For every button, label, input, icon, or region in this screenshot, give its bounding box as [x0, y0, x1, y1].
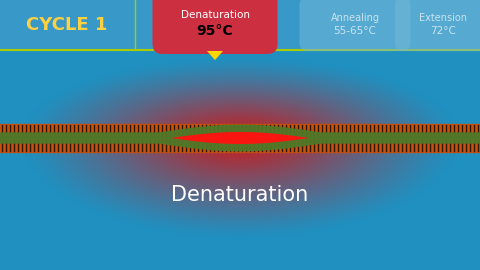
Text: 72°C: 72°C [430, 26, 456, 36]
FancyBboxPatch shape [153, 0, 277, 54]
Text: 55-65°C: 55-65°C [334, 26, 376, 36]
Text: Annealing: Annealing [331, 13, 380, 23]
FancyBboxPatch shape [300, 0, 410, 51]
Text: 95°C: 95°C [197, 24, 233, 38]
Text: Denaturation: Denaturation [171, 185, 309, 205]
Text: CYCLE 1: CYCLE 1 [26, 16, 108, 34]
Polygon shape [207, 51, 223, 60]
Text: Denaturation: Denaturation [180, 11, 250, 21]
Bar [0, 124, 480, 152]
Bar [0, 0, 480, 50]
FancyBboxPatch shape [395, 0, 480, 51]
Text: Extension: Extension [419, 13, 467, 23]
